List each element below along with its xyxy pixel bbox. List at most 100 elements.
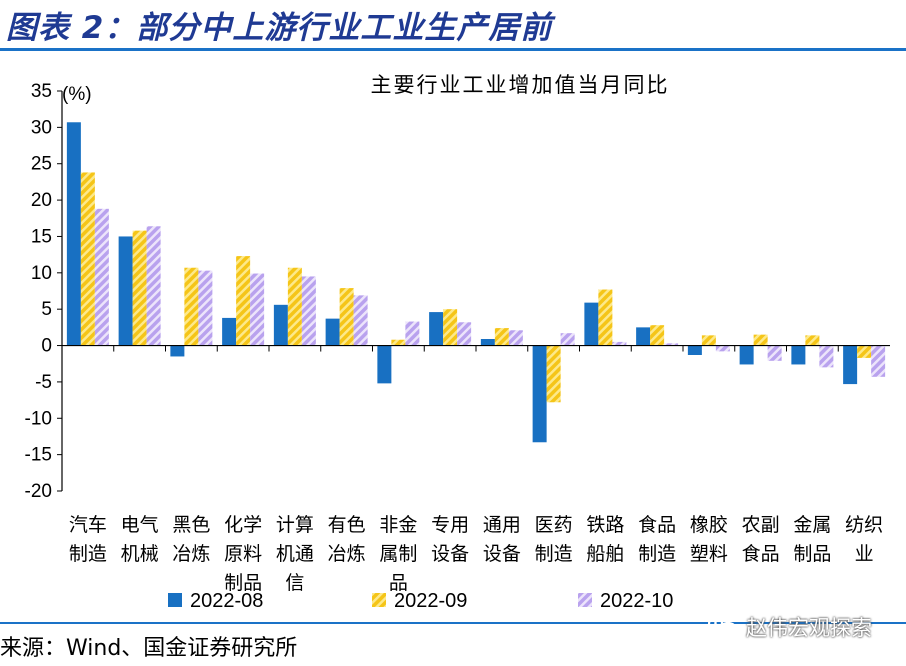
bars-group <box>66 122 886 443</box>
category-label: 非金 <box>379 514 417 536</box>
category-label: 原料 <box>224 543 262 565</box>
category-label: 有色 <box>328 514 366 536</box>
bar-2022-08-2 <box>170 345 185 357</box>
legend-label: 2022-09 <box>394 590 467 612</box>
top-rule <box>0 48 906 51</box>
category-label: 制品 <box>224 572 262 594</box>
category-label: 信 <box>285 572 304 594</box>
category-label: 铁路 <box>586 514 624 536</box>
legend-swatch-2022-08 <box>168 593 182 607</box>
bar-2022-09-15 <box>857 345 872 358</box>
category-label: 设备 <box>431 543 469 565</box>
y-tick-label: 20 <box>31 190 52 211</box>
bar-2022-08-7 <box>429 312 444 346</box>
y-tick-label: 30 <box>31 117 52 138</box>
bar-2022-10-7 <box>457 322 472 346</box>
category-label: 机通 <box>276 543 314 565</box>
category-label: 通用 <box>483 514 521 536</box>
bar-2022-10-15 <box>871 345 886 377</box>
category-label: 农副 <box>742 514 780 536</box>
bar-2022-08-6 <box>377 345 392 384</box>
bar-2022-10-4 <box>301 276 316 346</box>
bar-2022-10-0 <box>94 208 109 346</box>
category-label: 冶炼 <box>328 543 366 565</box>
category-label: 金属 <box>793 514 831 536</box>
category-label: 制造 <box>535 543 573 565</box>
wechat-icon <box>708 614 738 639</box>
bar-2022-09-13 <box>753 334 768 346</box>
category-label: 制品 <box>793 543 831 565</box>
category-label: 船舶 <box>586 543 624 565</box>
figure-title: 图表 2：部分中上游行业工业生产居前 <box>6 10 553 46</box>
bar-2022-09-3 <box>236 256 251 346</box>
bar-2022-09-10 <box>598 289 613 346</box>
bar-2022-09-6 <box>391 339 406 346</box>
y-tick-label: -10 <box>25 408 52 429</box>
y-tick-label: 0 <box>41 336 52 357</box>
bar-2022-10-12 <box>715 345 730 352</box>
bar-chart: 主要行业工业增加值当月同比 (%) 35 30 25 20 15 10 5 0 -5 -10 -15… <box>25 73 890 612</box>
bar-2022-09-7 <box>443 309 458 346</box>
category-label: 汽车 <box>69 514 107 536</box>
category-label: 专用 <box>431 514 469 536</box>
legend: 2022-08 2022-09 2022-10 <box>168 590 673 612</box>
bar-2022-10-3 <box>250 273 265 346</box>
bar-2022-08-10 <box>584 302 599 346</box>
y-tick-label: -20 <box>25 481 52 502</box>
bar-2022-09-1 <box>132 230 147 346</box>
category-label: 机械 <box>121 543 159 565</box>
bar-2022-09-11 <box>650 325 665 346</box>
y-unit-label: (%) <box>62 84 92 105</box>
bar-2022-08-8 <box>480 339 495 346</box>
chart-title: 主要行业工业增加值当月同比 <box>371 73 670 97</box>
y-axis: 35 30 25 20 15 10 5 0 -5 -10 -15 -20 <box>25 81 63 502</box>
bar-2022-10-5 <box>353 295 368 346</box>
legend-label: 2022-08 <box>190 590 263 612</box>
bar-2022-10-2 <box>198 270 213 346</box>
bar-2022-08-14 <box>791 345 806 365</box>
y-tick-label: 15 <box>31 226 52 247</box>
bar-2022-10-14 <box>819 345 834 368</box>
bar-2022-08-5 <box>325 318 340 346</box>
category-label: 电气 <box>121 514 159 536</box>
bar-2022-10-1 <box>146 226 161 346</box>
bar-2022-09-9 <box>546 345 561 403</box>
bar-2022-08-15 <box>843 345 858 385</box>
y-tick-label: 10 <box>31 263 52 284</box>
bar-2022-10-8 <box>508 330 523 346</box>
bar-2022-08-13 <box>739 345 754 365</box>
bar-2022-09-12 <box>701 335 716 346</box>
y-tick-label: -5 <box>35 372 52 393</box>
legend-swatch-2022-09 <box>372 593 386 607</box>
bar-2022-10-13 <box>767 345 782 361</box>
y-tick-label: -15 <box>25 445 52 466</box>
y-tick-label: 25 <box>31 154 52 175</box>
bar-2022-08-1 <box>118 236 133 346</box>
category-label: 化学 <box>224 514 262 536</box>
bar-2022-10-10 <box>612 341 627 346</box>
watermark-text: 赵伟宏观探索 <box>746 616 872 640</box>
bar-2022-09-8 <box>494 328 509 346</box>
bar-2022-08-3 <box>222 317 237 346</box>
category-label: 制造 <box>638 543 676 565</box>
category-label: 属制 <box>379 543 417 565</box>
bar-2022-10-6 <box>405 321 420 346</box>
category-label: 计算 <box>276 514 314 536</box>
y-tick-label: 5 <box>41 299 52 320</box>
legend-swatch-2022-10 <box>578 593 592 607</box>
y-tick-label: 35 <box>31 81 52 102</box>
bar-2022-08-4 <box>273 304 288 346</box>
bottom-rule <box>0 622 906 624</box>
category-label: 食品 <box>638 514 676 536</box>
bar-2022-08-9 <box>532 345 547 443</box>
bar-2022-08-12 <box>687 345 702 355</box>
category-label: 橡胶 <box>690 514 728 536</box>
legend-label: 2022-10 <box>600 590 673 612</box>
category-label: 医药 <box>535 514 573 536</box>
source-note: 来源：Wind、国金证券研究所 <box>0 636 298 661</box>
bar-2022-09-0 <box>80 172 95 346</box>
category-label: 食品 <box>742 543 780 565</box>
bar-2022-09-14 <box>805 335 820 346</box>
category-label: 纺织 <box>845 514 883 536</box>
bar-2022-08-0 <box>66 122 81 346</box>
